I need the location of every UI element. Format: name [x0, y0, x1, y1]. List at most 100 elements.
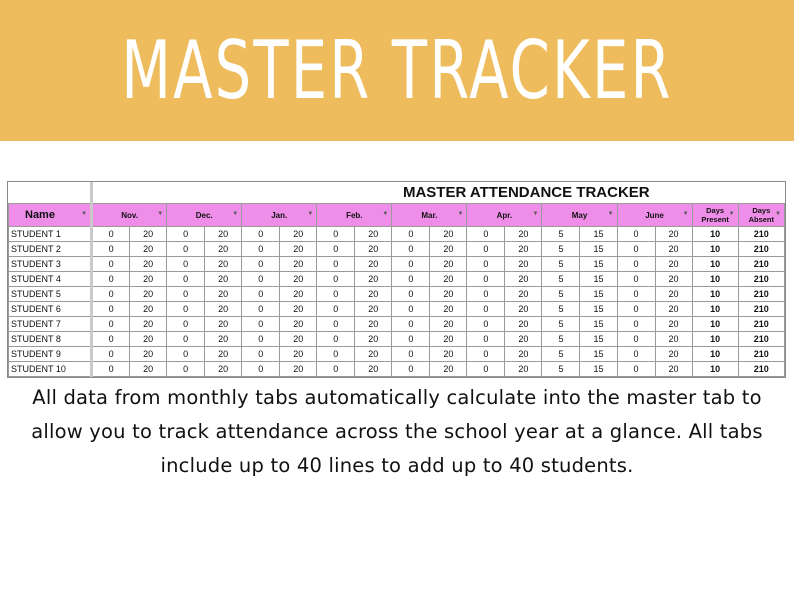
- present-count-cell[interactable]: 0: [616, 301, 656, 317]
- present-count-cell[interactable]: 0: [91, 271, 131, 287]
- absent-count-cell[interactable]: 20: [129, 226, 168, 242]
- present-count-cell[interactable]: 0: [466, 256, 506, 272]
- present-count-cell[interactable]: 0: [316, 256, 356, 272]
- days-present-total-cell[interactable]: 10: [691, 346, 739, 362]
- absent-count-cell[interactable]: 20: [354, 346, 393, 362]
- present-count-cell[interactable]: 5: [541, 271, 581, 287]
- present-count-cell[interactable]: 0: [316, 226, 356, 242]
- absent-count-cell[interactable]: 20: [504, 361, 543, 377]
- present-count-cell[interactable]: 0: [166, 346, 206, 362]
- absent-count-cell[interactable]: 20: [354, 361, 393, 377]
- days-absent-total-cell[interactable]: 210: [737, 241, 786, 257]
- days-present-total-cell[interactable]: 10: [691, 286, 739, 302]
- present-count-cell[interactable]: 0: [616, 271, 656, 287]
- absent-count-cell[interactable]: 15: [579, 361, 618, 377]
- absent-count-cell[interactable]: 20: [279, 346, 318, 362]
- absent-count-cell[interactable]: 20: [504, 226, 543, 242]
- absent-count-cell[interactable]: 20: [654, 346, 693, 362]
- days-present-total-cell[interactable]: 10: [691, 301, 739, 317]
- present-count-cell[interactable]: 0: [391, 256, 431, 272]
- absent-count-cell[interactable]: 20: [429, 316, 468, 332]
- present-count-cell[interactable]: 0: [466, 316, 506, 332]
- present-count-cell[interactable]: 0: [91, 316, 131, 332]
- absent-count-cell[interactable]: 20: [654, 301, 693, 317]
- absent-count-cell[interactable]: 20: [204, 226, 243, 242]
- absent-count-cell[interactable]: 20: [654, 241, 693, 257]
- absent-count-cell[interactable]: 20: [129, 346, 168, 362]
- student-name-cell[interactable]: STUDENT 9: [7, 346, 94, 362]
- present-count-cell[interactable]: 0: [391, 316, 431, 332]
- present-count-cell[interactable]: 5: [541, 346, 581, 362]
- days-absent-total-cell[interactable]: 210: [737, 256, 786, 272]
- present-count-cell[interactable]: 0: [391, 346, 431, 362]
- absent-count-cell[interactable]: 20: [504, 331, 543, 347]
- absent-count-cell[interactable]: 20: [129, 241, 168, 257]
- present-count-cell[interactable]: 0: [241, 316, 281, 332]
- absent-count-cell[interactable]: 20: [279, 226, 318, 242]
- present-count-cell[interactable]: 0: [241, 256, 281, 272]
- absent-count-cell[interactable]: 20: [504, 271, 543, 287]
- present-count-cell[interactable]: 0: [91, 241, 131, 257]
- present-count-cell[interactable]: 0: [616, 346, 656, 362]
- present-count-cell[interactable]: 0: [391, 271, 431, 287]
- present-count-cell[interactable]: 0: [241, 346, 281, 362]
- absent-count-cell[interactable]: 20: [204, 241, 243, 257]
- absent-count-cell[interactable]: 15: [579, 271, 618, 287]
- student-name-cell[interactable]: STUDENT 4: [7, 271, 94, 287]
- absent-count-cell[interactable]: 20: [279, 241, 318, 257]
- absent-count-cell[interactable]: 20: [429, 241, 468, 257]
- present-count-cell[interactable]: 0: [166, 331, 206, 347]
- present-count-cell[interactable]: 0: [391, 241, 431, 257]
- days-absent-total-cell[interactable]: 210: [737, 271, 786, 287]
- days-absent-total-cell[interactable]: 210: [737, 301, 786, 317]
- present-count-cell[interactable]: 0: [166, 256, 206, 272]
- present-count-cell[interactable]: 0: [166, 226, 206, 242]
- filter-dropdown-icon[interactable]: ▼: [157, 211, 164, 217]
- present-count-cell[interactable]: 0: [241, 241, 281, 257]
- present-count-cell[interactable]: 5: [541, 256, 581, 272]
- present-count-cell[interactable]: 0: [616, 226, 656, 242]
- present-count-cell[interactable]: 0: [241, 331, 281, 347]
- present-count-cell[interactable]: 0: [466, 301, 506, 317]
- filter-dropdown-icon[interactable]: ▼: [457, 211, 464, 217]
- present-count-cell[interactable]: 0: [241, 271, 281, 287]
- absent-count-cell[interactable]: 20: [429, 226, 468, 242]
- student-name-cell[interactable]: STUDENT 1: [7, 226, 94, 242]
- absent-count-cell[interactable]: 20: [279, 271, 318, 287]
- absent-count-cell[interactable]: 20: [279, 256, 318, 272]
- absent-count-cell[interactable]: 20: [429, 286, 468, 302]
- absent-count-cell[interactable]: 20: [354, 286, 393, 302]
- present-count-cell[interactable]: 0: [316, 271, 356, 287]
- student-name-cell[interactable]: STUDENT 10: [7, 361, 94, 377]
- present-count-cell[interactable]: 0: [166, 286, 206, 302]
- month-header-1[interactable]: Dec. ▼: [166, 203, 243, 227]
- absent-count-cell[interactable]: 15: [579, 241, 618, 257]
- present-count-cell[interactable]: 5: [541, 286, 581, 302]
- month-header-0[interactable]: Nov. ▼: [91, 203, 168, 227]
- present-count-cell[interactable]: 0: [616, 256, 656, 272]
- present-count-cell[interactable]: 0: [316, 346, 356, 362]
- present-count-cell[interactable]: 0: [91, 301, 131, 317]
- absent-count-cell[interactable]: 20: [654, 271, 693, 287]
- absent-count-cell[interactable]: 20: [654, 286, 693, 302]
- filter-dropdown-icon[interactable]: ▼: [532, 211, 539, 217]
- filter-dropdown-icon[interactable]: ▼: [81, 211, 88, 217]
- present-count-cell[interactable]: 0: [91, 361, 131, 377]
- absent-count-cell[interactable]: 15: [579, 286, 618, 302]
- present-count-cell[interactable]: 0: [616, 316, 656, 332]
- absent-count-cell[interactable]: 20: [204, 271, 243, 287]
- days-present-total-cell[interactable]: 10: [691, 316, 739, 332]
- days-absent-total-cell[interactable]: 210: [737, 316, 786, 332]
- student-name-cell[interactable]: STUDENT 5: [7, 286, 94, 302]
- present-count-cell[interactable]: 0: [241, 226, 281, 242]
- absent-count-cell[interactable]: 20: [654, 226, 693, 242]
- present-count-cell[interactable]: 0: [391, 331, 431, 347]
- absent-count-cell[interactable]: 20: [354, 331, 393, 347]
- absent-count-cell[interactable]: 20: [654, 316, 693, 332]
- absent-count-cell[interactable]: 15: [579, 226, 618, 242]
- absent-count-cell[interactable]: 20: [204, 286, 243, 302]
- absent-count-cell[interactable]: 20: [354, 301, 393, 317]
- student-name-cell[interactable]: STUDENT 7: [7, 316, 94, 332]
- month-header-6[interactable]: May ▼: [541, 203, 618, 227]
- absent-count-cell[interactable]: 20: [279, 286, 318, 302]
